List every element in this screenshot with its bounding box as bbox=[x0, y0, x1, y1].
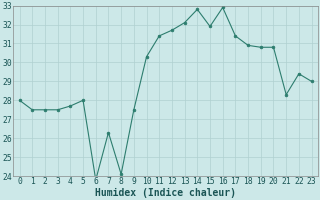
X-axis label: Humidex (Indice chaleur): Humidex (Indice chaleur) bbox=[95, 188, 236, 198]
